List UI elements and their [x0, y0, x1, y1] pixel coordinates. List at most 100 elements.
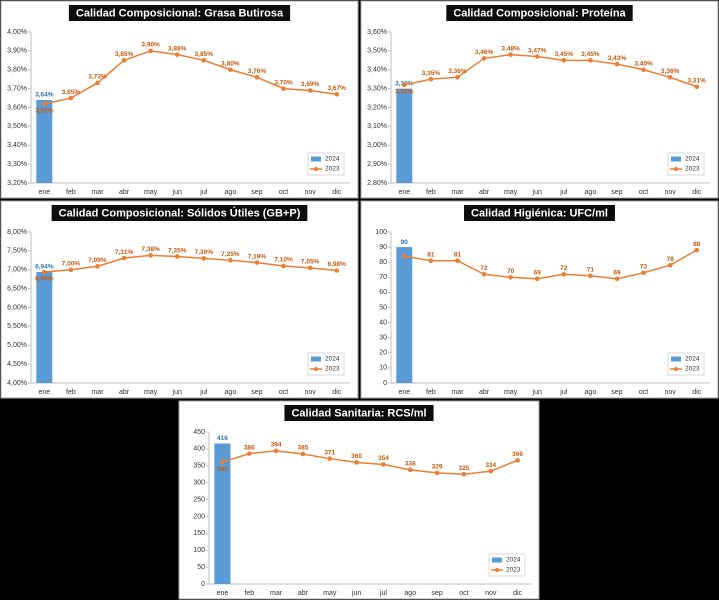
- y-tick-label: 3,90%: [7, 48, 27, 55]
- line-value-label: 3,43%: [608, 55, 627, 62]
- x-tick-label: mar: [451, 389, 464, 396]
- line-value-label: 7,30%: [195, 249, 214, 256]
- x-tick-label: ene: [398, 189, 410, 196]
- y-tick-label: 70: [379, 274, 387, 281]
- line-value-label: 3,85%: [115, 51, 134, 58]
- line-marker: [254, 75, 260, 80]
- y-tick-label: 3,20%: [7, 180, 27, 187]
- y-tick-label: 400: [193, 446, 205, 453]
- legend-swatch: [671, 356, 681, 362]
- line-value-label: 3,76%: [248, 68, 267, 75]
- line-marker: [148, 253, 153, 258]
- line-marker: [95, 264, 100, 269]
- line-marker: [334, 268, 340, 273]
- legend-label: 2024: [506, 557, 521, 564]
- legend-marker: [314, 167, 318, 171]
- line-value-label: 386: [244, 444, 255, 451]
- x-tick-label: sep: [431, 590, 442, 597]
- line-marker: [220, 459, 225, 465]
- bar: [396, 88, 413, 183]
- line-value-label: 329: [432, 464, 443, 471]
- line-marker: [307, 265, 313, 271]
- line-marker: [614, 276, 620, 282]
- bar-value-label: 416: [217, 435, 228, 442]
- y-tick-label: 250: [193, 496, 205, 503]
- chart-panel: Calidad Higiénica: UFC/ml 0 10 20 30 40 50 60 70…: [360, 200, 719, 399]
- x-tick-label: feb: [426, 389, 436, 396]
- x-tick-label: jun: [172, 189, 182, 196]
- legend-label: 2023: [506, 567, 521, 574]
- line-marker: [68, 267, 74, 273]
- line-value-label: 3,48%: [501, 45, 520, 52]
- x-tick-label: may: [504, 389, 518, 396]
- x-tick-label: oct: [279, 189, 288, 196]
- y-tick-label: 3,10%: [367, 123, 387, 130]
- y-tick-label: 6,50%: [7, 285, 27, 292]
- x-tick-label: feb: [244, 590, 254, 597]
- line-marker: [148, 48, 153, 54]
- legend-label: 2024: [325, 356, 340, 363]
- line-marker: [174, 254, 180, 259]
- y-tick-label: 0: [383, 380, 387, 387]
- legend-marker: [674, 167, 678, 171]
- line-value-label: 81: [427, 251, 435, 258]
- line-marker: [694, 247, 700, 253]
- title-box: [464, 205, 615, 221]
- x-tick-label: jul: [559, 389, 567, 396]
- line-value-label: 71: [587, 267, 595, 274]
- line-value-label: 360: [351, 453, 362, 460]
- line-value-label: 6,98%: [327, 261, 346, 268]
- line-marker: [407, 467, 413, 473]
- line-marker: [588, 273, 593, 279]
- line-marker: [246, 451, 252, 456]
- line-series: [222, 450, 518, 475]
- line-marker: [95, 80, 100, 86]
- y-tick-label: 3,70%: [7, 85, 27, 92]
- x-tick-label: mar: [91, 389, 104, 396]
- x-tick-label: nov: [304, 189, 316, 196]
- line-value-label: 7,10%: [274, 257, 293, 264]
- line-marker: [534, 276, 540, 282]
- x-tick-label: jun: [532, 389, 542, 396]
- line-value-label: 7,25%: [221, 251, 240, 258]
- x-tick-label: ago: [585, 389, 597, 396]
- y-tick-label: 60: [379, 289, 387, 296]
- chart-title: Calidad Higiénica: UFC/ml: [471, 207, 608, 219]
- line-marker: [121, 255, 127, 261]
- line-value-label: 3,35%: [422, 70, 441, 77]
- line-marker: [381, 462, 386, 467]
- line-value-label: 81: [454, 251, 462, 258]
- bar-value-label: 6,94%: [35, 264, 54, 271]
- line-series: [404, 53, 697, 88]
- x-tick-label: jul: [199, 189, 207, 196]
- x-tick-label: oct: [279, 389, 288, 396]
- y-tick-label: 4,50%: [7, 361, 27, 368]
- panel-bg: [178, 400, 540, 600]
- line-marker: [588, 58, 593, 63]
- legend-swatch: [311, 156, 321, 162]
- line-marker: [641, 270, 646, 276]
- line-marker: [561, 58, 567, 63]
- line-marker: [281, 86, 286, 91]
- bar: [36, 272, 53, 383]
- x-tick-label: abr: [119, 189, 130, 196]
- line-value-label: 7,09%: [88, 257, 107, 264]
- line-marker: [428, 258, 434, 263]
- line-marker: [508, 52, 513, 57]
- x-tick-label: jul: [379, 590, 387, 597]
- x-tick-label: dic: [692, 389, 701, 396]
- y-tick-label: 3,00%: [367, 142, 387, 149]
- line-value-label: 3,31%: [687, 77, 706, 84]
- bar: [396, 247, 413, 383]
- line-value-label: 78: [667, 256, 675, 263]
- y-tick-label: 100: [375, 229, 387, 236]
- line-value-label: 338: [405, 461, 416, 468]
- x-tick-label: oct: [459, 590, 468, 597]
- line-marker: [281, 263, 286, 269]
- line-value-label: 3,69%: [301, 81, 320, 88]
- y-tick-label: 3,50%: [367, 48, 387, 55]
- line-value-label: 3,36%: [448, 68, 467, 75]
- title-box: [68, 5, 291, 21]
- y-tick-label: 7,50%: [7, 248, 27, 255]
